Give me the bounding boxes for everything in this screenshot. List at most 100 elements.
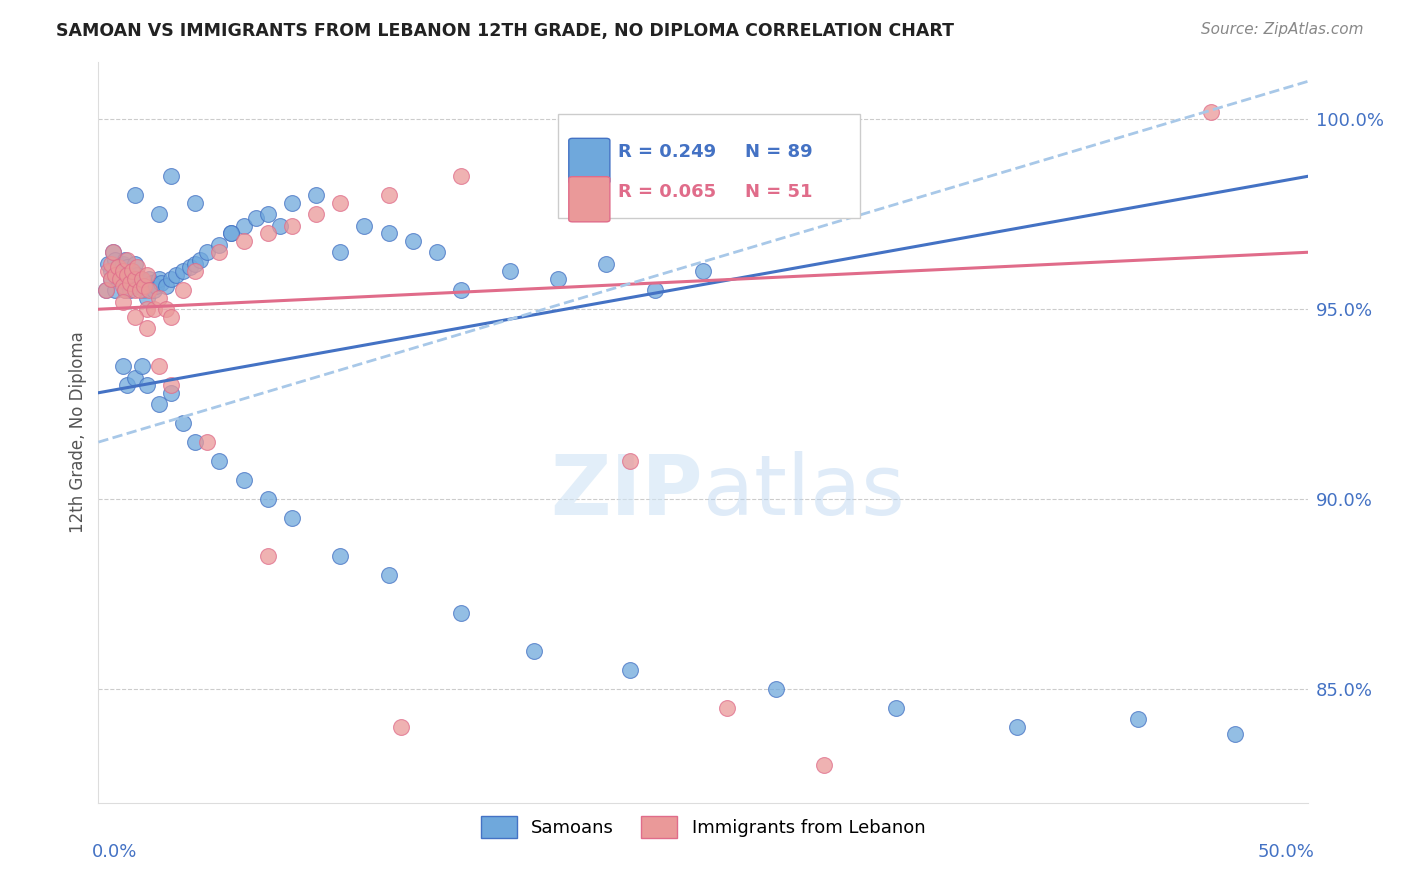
Point [547,272,569,286]
Point [208,237,231,252]
Point [128,283,150,297]
Point [111,279,134,293]
Point [329,549,352,563]
Point [111,264,134,278]
Point [150,276,173,290]
Point [329,245,352,260]
Point [131,272,153,286]
Point [523,644,546,658]
Point [160,378,183,392]
Point [1199,104,1222,119]
Point [117,260,139,275]
Point [716,701,738,715]
Point [221,227,243,241]
Point [571,150,593,164]
Point [117,252,139,267]
Point [148,397,170,411]
Point [644,283,666,297]
Point [118,268,141,282]
Point [94,283,117,297]
Point [195,435,218,450]
Point [104,283,127,297]
Point [160,272,183,286]
Point [155,302,177,317]
Point [127,279,149,293]
Point [232,219,254,233]
Point [208,245,231,260]
Text: R = 0.065: R = 0.065 [619,183,717,201]
Point [127,260,149,275]
Text: 50.0%: 50.0% [1258,843,1315,861]
Point [281,511,304,525]
Point [184,257,207,271]
Text: atlas: atlas [703,451,904,533]
Point [118,283,141,297]
Point [124,370,146,384]
Point [138,272,160,286]
Text: N = 89: N = 89 [745,143,813,161]
Point [498,264,520,278]
Point [377,568,399,582]
Point [104,268,127,282]
Point [188,252,211,267]
Point [148,207,170,221]
Point [256,207,278,221]
Point [135,302,157,317]
Point [184,264,207,278]
Point [124,188,146,202]
Point [134,279,156,293]
Point [111,272,134,286]
Point [128,272,150,286]
Point [450,606,472,620]
Point [165,268,187,282]
Point [426,245,449,260]
Point [97,257,120,271]
Point [184,195,207,210]
Point [389,720,412,734]
Point [208,454,231,468]
Point [141,276,163,290]
Point [377,227,399,241]
Point [94,283,117,297]
Point [143,302,166,317]
Point [100,272,122,286]
Point [160,385,183,400]
Point [184,435,207,450]
Point [108,268,131,282]
Point [305,188,328,202]
Point [135,279,157,293]
Point [172,283,194,297]
Point [124,257,146,271]
Point [117,268,139,282]
Point [1128,712,1150,726]
Point [179,260,201,275]
Point [450,169,472,184]
Point [172,416,194,430]
Point [172,264,194,278]
Text: 0.0%: 0.0% [91,843,136,861]
Point [134,283,156,297]
Point [135,378,157,392]
Point [111,257,134,271]
Point [155,279,177,293]
Point [131,359,153,374]
Text: Source: ZipAtlas.com: Source: ZipAtlas.com [1201,22,1364,37]
Point [114,252,136,267]
Text: N = 51: N = 51 [745,183,813,201]
Point [124,283,146,297]
Point [619,454,641,468]
Point [100,264,122,278]
Point [813,757,835,772]
Point [765,681,787,696]
Point [1007,720,1029,734]
Point [245,211,267,226]
Point [377,188,399,202]
Point [692,264,714,278]
Point [97,264,120,278]
Point [114,283,136,297]
Point [111,359,134,374]
FancyBboxPatch shape [569,138,610,184]
Point [353,219,375,233]
Point [232,234,254,248]
Point [101,245,124,260]
